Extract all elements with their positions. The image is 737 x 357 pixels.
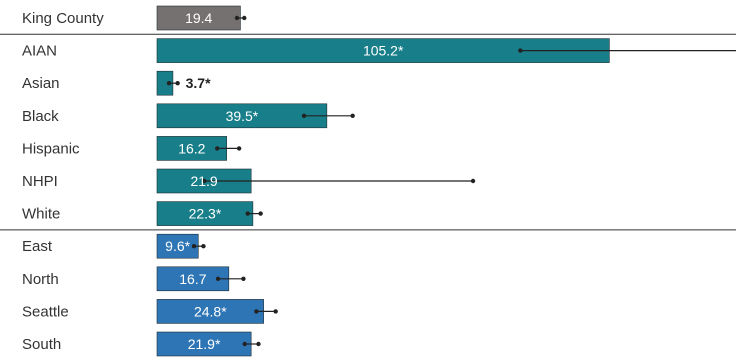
category-label-king-county: King County	[22, 10, 104, 27]
value-label-asian: 3.7*	[186, 75, 211, 91]
category-label-black: Black	[22, 108, 59, 125]
category-label-north: North	[22, 271, 59, 288]
value-label-nhpi: 21.9	[190, 173, 217, 189]
error-bar-high-cap-north	[241, 276, 246, 281]
category-label-asian: Asian	[22, 75, 60, 92]
category-label-nhpi: NHPI	[22, 173, 58, 190]
category-label-aian: AIAN	[22, 43, 57, 60]
error-bar-high-cap-hispanic	[236, 146, 242, 151]
error-bar-high-cap-king-county	[242, 15, 247, 21]
error-bar-high-cap-nhpi	[470, 178, 476, 184]
value-label-north: 16.7	[179, 271, 206, 287]
value-label-hispanic: 16.2	[178, 140, 205, 156]
error-bar-low-cap-hispanic	[215, 146, 220, 151]
error-bar-low-cap-king-county	[234, 15, 240, 21]
error-bar-low-cap-south	[242, 341, 247, 347]
error-bar-high-cap-asian	[175, 81, 180, 86]
error-bar-high-cap-east	[201, 244, 206, 249]
error-bar-low-cap-nhpi	[202, 178, 207, 184]
value-label-east: 9.6*	[165, 238, 190, 254]
error-bar-low-cap-white	[245, 211, 250, 216]
category-label-east: East	[22, 238, 53, 255]
category-label-south: South	[22, 336, 61, 353]
category-label-seattle: Seattle	[22, 303, 69, 320]
bar-seattle	[156, 299, 264, 324]
error-bar-low-cap-asian	[166, 81, 172, 86]
value-label-white: 22.3*	[189, 206, 222, 222]
value-label-south: 21.9*	[188, 336, 221, 352]
bar-white	[156, 201, 254, 226]
error-bar-high-cap-seattle	[273, 309, 278, 314]
bar-black	[156, 103, 328, 129]
value-label-aian: 105.2*	[363, 43, 404, 59]
error-bar-low-cap-east	[191, 244, 197, 249]
category-label-hispanic: Hispanic	[22, 140, 80, 157]
bar-king-county	[156, 5, 241, 31]
error-bar-low-cap-black	[301, 113, 307, 119]
error-bar-low-cap-north	[215, 276, 221, 281]
value-label-king-county: 19.4	[185, 10, 212, 26]
bar-east	[156, 233, 199, 259]
error-bar-high-cap-black	[350, 113, 355, 119]
error-bar-low-cap-seattle	[254, 309, 259, 314]
error-bar-low-cap-aian	[518, 48, 523, 53]
category-label-white: White	[22, 206, 60, 223]
bar-south	[156, 331, 252, 357]
error-bar-high-cap-white	[258, 211, 263, 216]
value-label-seattle: 24.8*	[194, 303, 227, 319]
error-bar-high-cap-south	[256, 341, 261, 347]
value-label-black: 39.5*	[226, 108, 259, 124]
